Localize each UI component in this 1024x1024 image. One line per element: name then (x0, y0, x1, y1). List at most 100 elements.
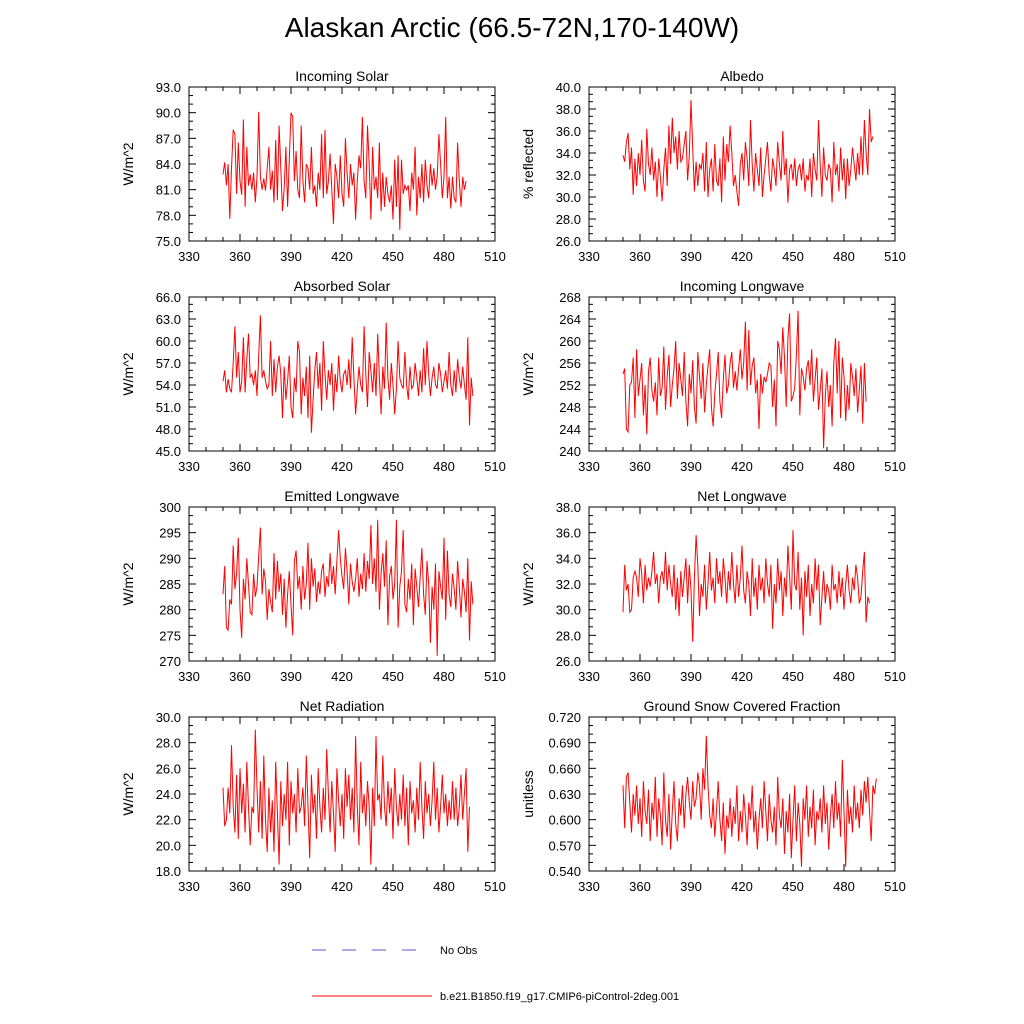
y-tick-label: 66.0 (156, 290, 181, 305)
y-tick-label: 240 (559, 444, 581, 459)
y-tick-label: 78.0 (156, 208, 181, 223)
x-tick-label: 390 (280, 879, 302, 894)
x-tick-label: 360 (629, 249, 651, 264)
x-tick-label: 480 (433, 459, 455, 474)
x-tick-label: 360 (229, 459, 251, 474)
x-tick-label: 330 (178, 249, 200, 264)
y-tick-label: 38.0 (556, 500, 581, 515)
x-tick-label: 390 (280, 249, 302, 264)
x-tick-label: 480 (433, 879, 455, 894)
x-tick-label: 360 (629, 879, 651, 894)
panel-title: Ground Snow Covered Fraction (644, 698, 841, 714)
series-line-model (222, 729, 470, 865)
y-tick-label: 54.0 (156, 378, 181, 393)
y-tick-label: 51.0 (156, 400, 181, 415)
series-line-model (622, 530, 870, 642)
y-tick-label: 32.0 (556, 168, 581, 183)
x-tick-label: 450 (782, 249, 804, 264)
y-tick-label: 0.540 (548, 864, 581, 879)
y-tick-label: 0.690 (548, 736, 581, 751)
y-tick-label: 81.0 (156, 183, 181, 198)
y-tick-label: 84.0 (156, 157, 181, 172)
plot-frame (188, 296, 496, 452)
y-tick-label: 256 (559, 356, 581, 371)
y-tick-label: 295 (159, 526, 181, 541)
y-tick-label: 24.0 (156, 787, 181, 802)
x-tick-label: 480 (833, 669, 855, 684)
panel-incoming-solar: Incoming Solar W/m^2 330 360 390 420 450 480 510… (120, 68, 506, 264)
x-tick-label: 330 (178, 669, 200, 684)
series-line-model (222, 519, 474, 656)
y-tick-label: 268 (559, 290, 581, 305)
x-tick-label: 330 (178, 879, 200, 894)
panel-net-longwave: Net Longwave W/m^2 330 360 390 420 450 480 510 26… (520, 488, 906, 684)
y-axis-label: W/m^2 (120, 772, 136, 815)
y-tick-label: 0.720 (548, 710, 581, 725)
x-tick-label: 480 (433, 669, 455, 684)
x-tick-label: 420 (731, 669, 753, 684)
x-tick-label: 390 (680, 669, 702, 684)
series-line-model (622, 100, 874, 206)
x-tick-label: 390 (280, 459, 302, 474)
y-tick-label: 26.0 (156, 761, 181, 776)
x-tick-label: 330 (578, 249, 600, 264)
y-tick-label: 20.0 (156, 838, 181, 853)
series-line-model (622, 735, 877, 867)
y-tick-label: 252 (559, 378, 581, 393)
y-axis-label: W/m^2 (120, 562, 136, 605)
y-tick-label: 280 (159, 603, 181, 618)
y-axis-label: W/m^2 (520, 562, 536, 605)
y-tick-label: 22.0 (156, 813, 181, 828)
x-tick-label: 420 (731, 459, 753, 474)
x-tick-label: 510 (484, 669, 506, 684)
x-tick-label: 390 (280, 669, 302, 684)
y-tick-label: 36.0 (556, 526, 581, 541)
x-tick-label: 450 (782, 459, 804, 474)
x-tick-label: 390 (680, 459, 702, 474)
panel-title: Net Radiation (300, 698, 385, 714)
x-tick-label: 510 (484, 879, 506, 894)
y-axis-label: unitless (520, 770, 536, 817)
panel-title: Incoming Longwave (680, 278, 805, 294)
x-tick-label: 450 (382, 249, 404, 264)
y-tick-label: 75.0 (156, 234, 181, 249)
y-tick-label: 300 (159, 500, 181, 515)
series-line-model (222, 111, 467, 230)
x-tick-label: 390 (680, 879, 702, 894)
panel-title: Net Longwave (697, 488, 787, 504)
x-tick-label: 360 (229, 879, 251, 894)
y-tick-label: 28.0 (556, 628, 581, 643)
legend-obs-label: No Obs (440, 945, 478, 957)
series-line-model (222, 315, 474, 433)
panel-absorbed-solar: Absorbed Solar W/m^2 330 360 390 420 450 480 510… (120, 278, 506, 474)
panel-net-radiation: Net Radiation W/m^2 330 360 390 420 450 480 510 1… (120, 698, 506, 894)
x-tick-label: 420 (731, 249, 753, 264)
y-tick-label: 90.0 (156, 106, 181, 121)
series-line-model (622, 310, 867, 449)
y-tick-label: 40.0 (556, 80, 581, 95)
x-tick-label: 510 (484, 249, 506, 264)
y-tick-label: 0.600 (548, 813, 581, 828)
x-tick-label: 360 (229, 249, 251, 264)
panel-incoming-longwave: Incoming Longwave W/m^2 330 360 390 420 450 480… (520, 278, 906, 474)
panel-albedo: Albedo % reflected 330 360 390 420 450 480 510 26… (520, 68, 906, 264)
y-tick-label: 63.0 (156, 312, 181, 327)
figure-title: Alaskan Arctic (66.5-72N,170-140W) (284, 12, 740, 43)
panel-ground-snow-covered-fraction: Ground Snow Covered Fraction unitless 330 3… (520, 698, 906, 894)
y-tick-label: 38.0 (556, 102, 581, 117)
y-tick-label: 30.0 (556, 603, 581, 618)
plot-frame (188, 86, 496, 242)
x-tick-label: 390 (680, 249, 702, 264)
y-tick-label: 45.0 (156, 444, 181, 459)
y-tick-label: 30.0 (156, 710, 181, 725)
y-axis-label: W/m^2 (520, 352, 536, 395)
y-tick-label: 57.0 (156, 356, 181, 371)
x-tick-label: 450 (782, 879, 804, 894)
x-tick-label: 510 (884, 879, 906, 894)
y-axis-label: W/m^2 (120, 142, 136, 185)
y-tick-label: 270 (159, 654, 181, 669)
x-tick-label: 360 (629, 669, 651, 684)
x-tick-label: 330 (578, 879, 600, 894)
x-tick-label: 420 (331, 249, 353, 264)
